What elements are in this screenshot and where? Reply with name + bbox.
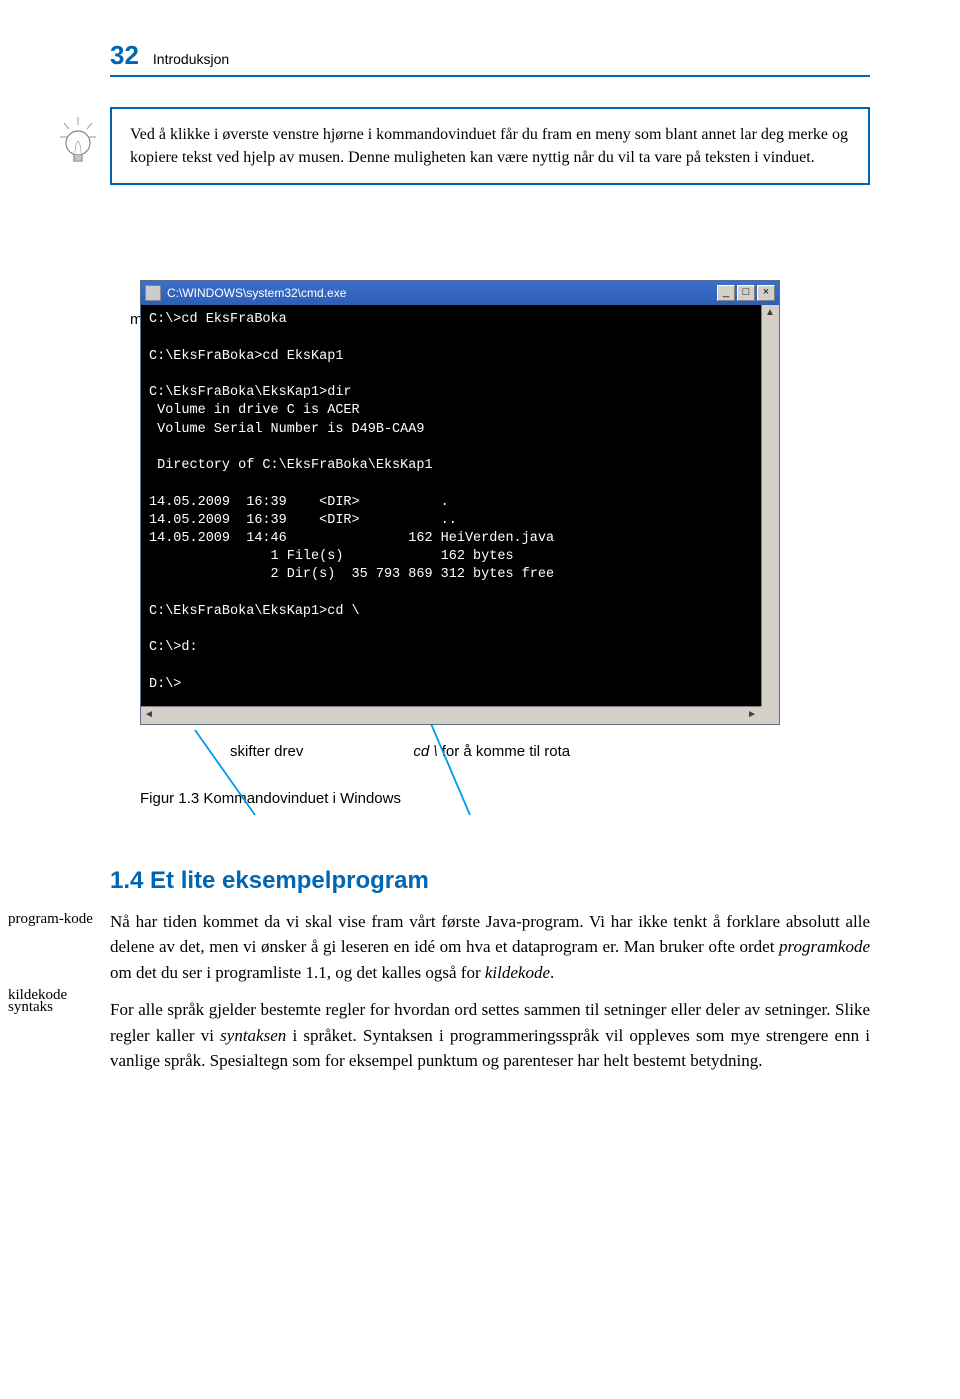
- vertical-scrollbar[interactable]: [761, 305, 779, 706]
- tip-box: Ved å klikke i øverste venstre hjørne i …: [110, 107, 870, 185]
- maximize-button[interactable]: □: [737, 285, 755, 301]
- minimize-button[interactable]: _: [717, 285, 735, 301]
- window-title: C:\WINDOWS\system32\cmd.exe: [167, 286, 717, 300]
- annotation-skifter-drev: skifter drev: [230, 743, 303, 760]
- horizontal-scrollbar[interactable]: [141, 706, 779, 724]
- window-titlebar[interactable]: C:\WINDOWS\system32\cmd.exe _ □ ×: [141, 281, 779, 305]
- annotation-cd-rota: cd \ for å komme til rota: [413, 743, 570, 760]
- window-icon[interactable]: [145, 285, 161, 301]
- paragraph-1: Nå har tiden kommet da vi skal vise fram…: [110, 909, 870, 986]
- page-header: 32 Introduksjon: [110, 40, 870, 77]
- lightbulb-icon: [54, 115, 102, 180]
- terminal-output[interactable]: C:\>cd EksFraBoka C:\EksFraBoka>cd EksKa…: [141, 305, 761, 706]
- chapter-title: Introduksjon: [153, 51, 229, 67]
- cmd-figure: meny kommando cd for å skifte mappe (cd …: [140, 280, 870, 760]
- page-number: 32: [110, 40, 139, 71]
- margin-note-programkode: program-kode: [8, 911, 102, 928]
- margin-note-syntaks: syntaks: [8, 999, 102, 1016]
- resize-handle[interactable]: [761, 706, 779, 724]
- paragraph-2: For alle språk gjelder bestemte regler f…: [110, 997, 870, 1074]
- section-heading: 1.4 Et lite eksempelprogram: [110, 867, 870, 895]
- figure-caption: Figur 1.3 Kommandovinduet i Windows: [140, 790, 870, 807]
- command-window: C:\WINDOWS\system32\cmd.exe _ □ × C:\>cd…: [140, 280, 780, 725]
- close-button[interactable]: ×: [757, 285, 775, 301]
